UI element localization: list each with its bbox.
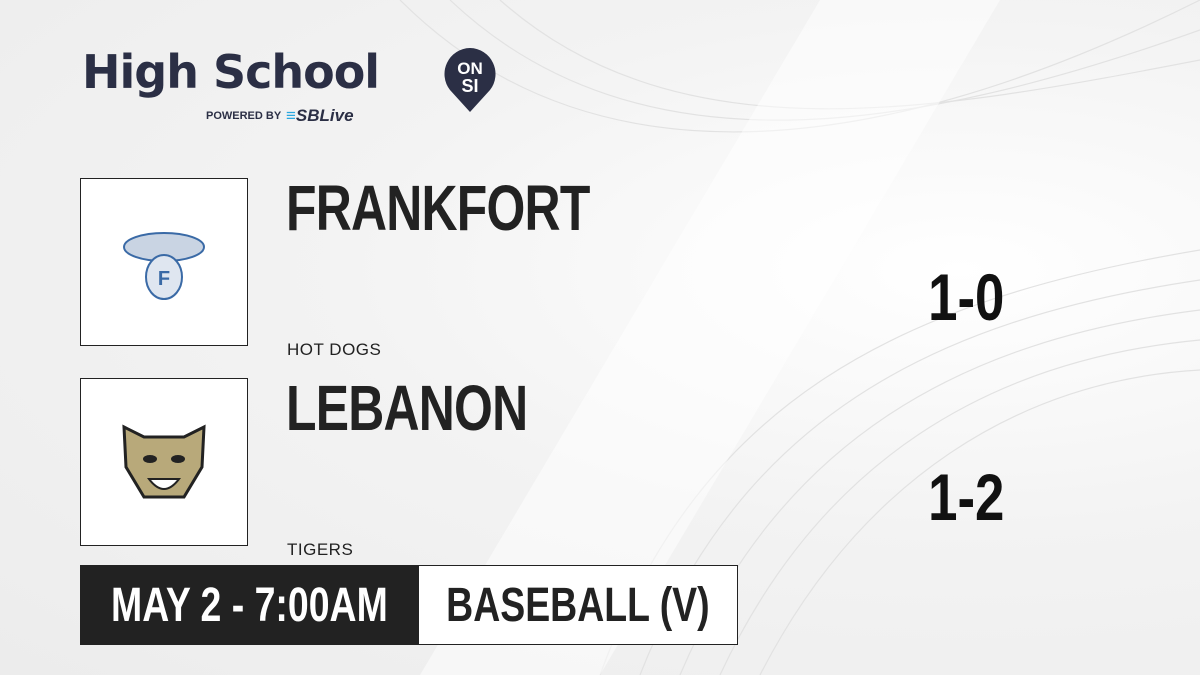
tiger-mascot-icon [122, 424, 206, 499]
team-mascot: HOT DOGS [287, 340, 382, 359]
game-datetime: MAY 2 - 7:00AM [80, 565, 418, 645]
team-mascot: TIGERS [287, 540, 354, 559]
game-info-bar: MAY 2 - 7:00AM BASEBALL (V) [80, 565, 738, 645]
team-record: 1-0 [927, 260, 1004, 334]
svg-text:F: F [158, 268, 170, 290]
team-name: LEBANON [286, 372, 528, 444]
lebanon-logo [80, 378, 248, 546]
team-name: FRANKFORT [286, 172, 590, 244]
on-si-pin-icon: ON SI [444, 48, 496, 112]
frankfort-logo: F [80, 178, 248, 346]
sblive-logo: ≡SBLive [286, 106, 354, 125]
svg-text:ON: ON [457, 59, 483, 78]
game-sport: BASEBALL (V) [418, 565, 738, 645]
svg-text:SI: SI [461, 76, 478, 96]
hot-dog-mascot-icon: F [123, 232, 205, 300]
team-record: 1-2 [927, 460, 1004, 534]
